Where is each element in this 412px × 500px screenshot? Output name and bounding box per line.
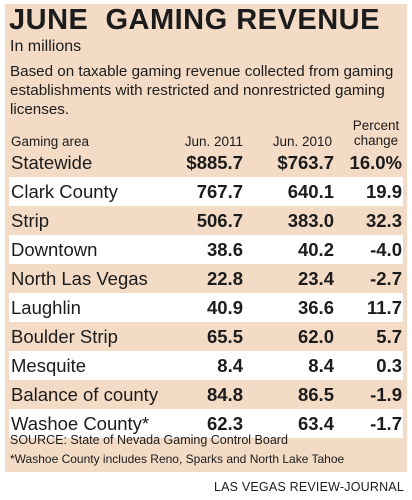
row-percent-change: 19.9: [365, 181, 402, 202]
row-percent-change: 16.0%: [349, 152, 402, 173]
row-value-2011: 62.3: [206, 413, 243, 434]
row-area-name: Mesquite: [11, 355, 87, 376]
chart-title: JUNE GAMING REVENUE: [9, 4, 380, 36]
row-value-2010: 383.0: [287, 210, 334, 231]
table-row: Mesquite 8.4 8.4 0.3: [9, 351, 403, 380]
row-value-2010: 40.2: [297, 239, 334, 260]
table-row: Downtown 38.6 40.2 -4.0: [9, 235, 403, 264]
row-area-name: North Las Vegas: [11, 268, 148, 289]
row-value-2011: $885.7: [186, 152, 243, 173]
table-row: Statewide $885.7 $763.7 16.0%: [5, 148, 407, 177]
row-percent-change: -1.7: [370, 413, 402, 434]
table-row: Clark County 767.7 640.1 19.9: [9, 177, 403, 206]
row-percent-change: 11.7: [367, 297, 402, 318]
row-area-name: Boulder Strip: [11, 326, 118, 347]
table-row: Washoe County* 62.3 63.4 -1.7: [9, 409, 403, 438]
row-percent-change: -1.9: [370, 384, 402, 405]
row-value-2011: 84.8: [206, 384, 243, 405]
row-area-name: Downtown: [11, 239, 98, 260]
row-percent-change: 5.7: [376, 326, 402, 347]
table-row: Laughlin 40.9 36.6 11.7: [9, 293, 403, 322]
row-value-2011: 22.8: [206, 268, 243, 289]
chart-description: Based on taxable gaming revenue collecte…: [10, 63, 394, 118]
column-header-2010: Jun. 2010: [272, 134, 332, 149]
credit-line: LAS VEGAS REVIEW-JOURNAL: [213, 480, 404, 494]
row-value-2010: 63.4: [297, 413, 334, 434]
row-percent-change: 32.3: [365, 210, 402, 231]
row-value-2010: 23.4: [297, 268, 334, 289]
row-value-2010: 62.0: [297, 326, 334, 347]
row-value-2011: 8.4: [217, 355, 243, 376]
table-row: Boulder Strip 65.5 62.0 5.7: [5, 322, 407, 351]
column-header-area: Gaming area: [11, 134, 90, 149]
row-percent-change: 0.3: [376, 355, 402, 376]
column-header-2011: Jun. 2011: [184, 134, 243, 149]
row-value-2011: 40.9: [206, 297, 243, 318]
row-percent-change: -2.7: [370, 268, 402, 289]
row-value-2011: 506.7: [196, 210, 243, 231]
row-percent-change: -4.0: [370, 239, 402, 260]
row-value-2010: $763.7: [277, 152, 334, 173]
table-row: Strip 506.7 383.0 32.3: [5, 206, 407, 235]
column-header-percent-change: Percent change: [352, 118, 400, 148]
row-value-2010: 86.5: [297, 384, 334, 405]
row-value-2011: 767.7: [196, 181, 243, 202]
footnote: *Washoe County includes Reno, Sparks and…: [10, 452, 345, 466]
row-area-name: Statewide: [11, 152, 93, 173]
row-area-name: Laughlin: [11, 297, 81, 318]
row-value-2010: 640.1: [287, 181, 334, 202]
row-area-name: Washoe County*: [11, 413, 150, 434]
row-area-name: Strip: [11, 210, 50, 231]
source-note: SOURCE: State of Nevada Gaming Control B…: [10, 433, 288, 447]
row-area-name: Clark County: [11, 181, 118, 202]
table-row: North Las Vegas 22.8 23.4 -2.7: [5, 264, 407, 293]
row-value-2011: 65.5: [206, 326, 243, 347]
row-area-name: Balance of county: [11, 384, 159, 405]
chart-subtitle: In millions: [10, 38, 82, 55]
row-value-2011: 38.6: [206, 239, 243, 260]
table-row: Balance of county 84.8 86.5 -1.9: [5, 380, 407, 409]
row-value-2010: 36.6: [297, 297, 334, 318]
row-value-2010: 8.4: [308, 355, 334, 376]
